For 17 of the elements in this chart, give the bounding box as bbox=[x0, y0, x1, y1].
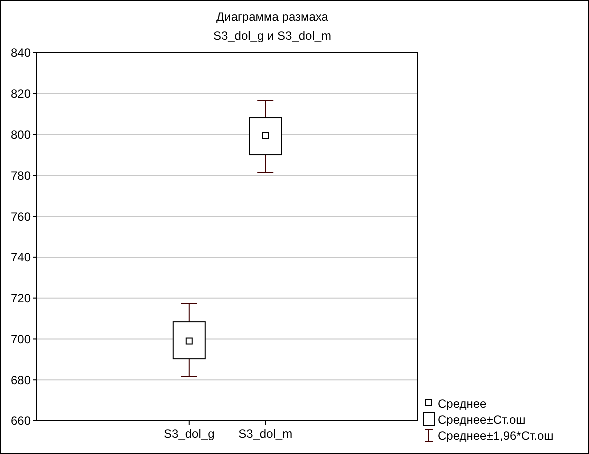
chart-title: Диаграмма размаха bbox=[216, 10, 329, 24]
x-tick-label: S3_dol_m bbox=[238, 427, 293, 441]
y-tick-label: 700 bbox=[10, 332, 32, 346]
text: Среднее bbox=[438, 397, 488, 412]
x-tick-label: S3_dol_g bbox=[164, 427, 215, 441]
y-tick-label: 760 bbox=[10, 210, 32, 224]
y-tick-label: 840 bbox=[10, 46, 32, 60]
y-tick-label: 660 bbox=[10, 414, 32, 428]
y-tick-label: 820 bbox=[10, 87, 32, 102]
y-tick-label: 800 bbox=[10, 128, 32, 142]
text: Среднее±Ст.ош bbox=[438, 413, 526, 428]
text: Среднее±1,96*Ст.ош bbox=[438, 429, 554, 444]
y-tick-label: 740 bbox=[10, 250, 32, 265]
y-tick-label: 680 bbox=[10, 373, 32, 388]
chart-subtitle: S3_dol_g и S3_dol_m bbox=[213, 29, 332, 43]
y-tick-label: 720 bbox=[10, 292, 32, 306]
y-tick-label: 780 bbox=[10, 168, 32, 183]
